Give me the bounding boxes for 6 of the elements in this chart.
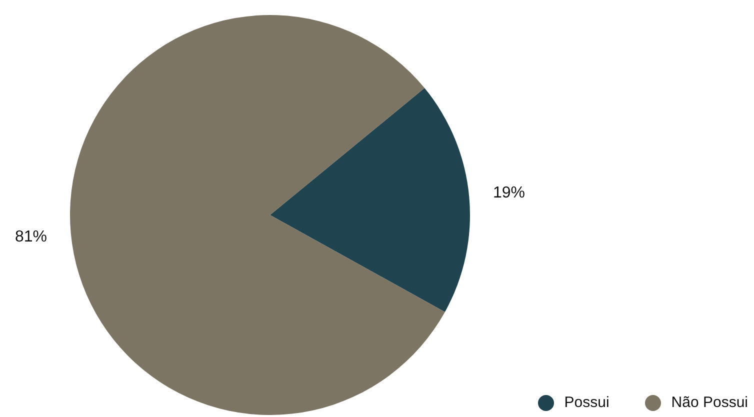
data-label: 19% [492, 184, 526, 202]
data-label: 81% [14, 228, 48, 246]
legend-label: Não Possui [671, 394, 748, 411]
pie-slice [70, 15, 445, 415]
legend-label: Possui [564, 394, 610, 411]
pie-slice [270, 88, 470, 312]
